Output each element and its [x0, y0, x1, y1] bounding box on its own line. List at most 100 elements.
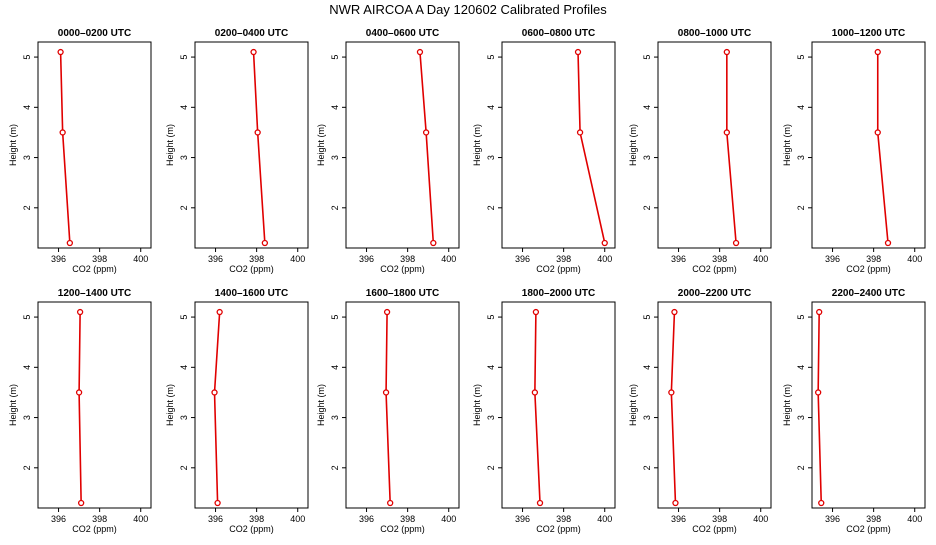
y-tick-label: 4 [22, 365, 32, 370]
y-axis-label: Height (m) [316, 124, 326, 166]
data-point [75, 389, 83, 396]
x-tick-label: 398 [400, 254, 415, 264]
x-tick-label: 400 [597, 514, 612, 524]
y-tick-label: 3 [179, 415, 189, 420]
x-tick-label: 396 [208, 254, 223, 264]
x-tick-label: 398 [866, 514, 881, 524]
profile-line [385, 312, 391, 504]
plot-frame [501, 41, 616, 249]
y-tick-label: 2 [486, 465, 496, 470]
y-axis-label: Height (m) [628, 384, 638, 426]
y-tick-label: 5 [330, 315, 340, 320]
x-tick-label: 396 [359, 514, 374, 524]
profile-line [78, 312, 82, 503]
y-tick-label: 2 [330, 465, 340, 470]
x-tick-label: 400 [907, 254, 922, 264]
x-axis-label: CO2 (ppm) [380, 264, 425, 274]
plot-frame [501, 301, 616, 509]
panel-2: 0200–0400 UTC 396 398 400 CO2 (ppm) 2 3 4 5 Heigh… [165, 28, 309, 274]
y-axis-label: Height (m) [782, 384, 792, 426]
panel-title: 0600–0800 UTC [522, 28, 595, 39]
y-axis-label: Height (m) [316, 384, 326, 426]
data-point [816, 308, 823, 316]
chart-title: NWR AIRCOA A Day 120602 Calibrated Profi… [329, 2, 607, 17]
panel-3: 0400–0600 UTC 396 398 400 CO2 (ppm) 2 3 4 5 Heigh… [316, 28, 460, 274]
y-tick-label: 5 [22, 55, 32, 60]
y-tick-label: 3 [486, 155, 496, 160]
x-tick-label: 396 [515, 514, 530, 524]
y-tick-label: 4 [642, 105, 652, 110]
profile-line [534, 312, 541, 504]
y-tick-label: 2 [330, 205, 340, 210]
x-axis-label: CO2 (ppm) [692, 264, 737, 274]
x-tick-label: 398 [712, 514, 727, 524]
data-point [532, 308, 540, 316]
y-tick-label: 3 [796, 155, 806, 160]
data-point [815, 389, 822, 396]
x-tick-label: 396 [825, 514, 840, 524]
data-point [576, 129, 584, 136]
data-point [214, 499, 221, 507]
y-axis-label: Height (m) [782, 124, 792, 166]
panel-title: 0000–0200 UTC [58, 28, 131, 39]
plot-frame [194, 301, 309, 509]
y-tick-label: 5 [179, 55, 189, 60]
panel-title: 0800–1000 UTC [678, 28, 751, 39]
y-tick-label: 5 [486, 315, 496, 320]
profile-line [577, 52, 606, 244]
x-tick-label: 398 [92, 514, 107, 524]
panel-10: 1800–2000 UTC 396 398 400 CO2 (ppm) 2 3 4 5 Heigh… [472, 288, 616, 534]
x-tick-label: 398 [866, 254, 881, 264]
data-point [531, 389, 539, 396]
profile-line [419, 51, 435, 244]
y-tick-label: 2 [486, 205, 496, 210]
y-tick-label: 4 [330, 365, 340, 370]
y-tick-label: 4 [486, 365, 496, 370]
data-point [57, 48, 64, 56]
x-axis-label: CO2 (ppm) [846, 264, 891, 274]
data-point [668, 389, 675, 396]
x-tick-label: 398 [249, 514, 264, 524]
panel-1: 0000–0200 UTC 396 398 400 CO2 (ppm) 2 3 4 5 Heigh… [8, 28, 152, 274]
data-point [383, 308, 391, 316]
x-tick-label: 400 [597, 254, 612, 264]
profile-line [670, 312, 677, 504]
y-tick-label: 2 [179, 205, 189, 210]
data-point [671, 308, 678, 316]
panel-title: 0400–0600 UTC [366, 28, 439, 39]
panel-title: 1800–2000 UTC [522, 288, 595, 299]
x-tick-label: 400 [290, 514, 305, 524]
data-point [66, 239, 73, 247]
x-tick-label: 400 [133, 514, 148, 524]
y-tick-label: 5 [22, 315, 32, 320]
panel-7: 1200–1400 UTC 396 398 400 CO2 (ppm) 2 3 4 5 Heigh… [8, 288, 152, 534]
y-tick-label: 5 [330, 55, 340, 60]
x-axis-label: CO2 (ppm) [229, 524, 274, 534]
data-point [874, 129, 881, 136]
y-tick-label: 4 [486, 105, 496, 110]
plot-frame [811, 301, 926, 509]
y-tick-label: 3 [796, 415, 806, 420]
data-point [422, 129, 430, 136]
panel-title: 0200–0400 UTC [215, 28, 288, 39]
plot-frame [345, 41, 460, 249]
y-tick-label: 3 [179, 155, 189, 160]
panel-4: 0600–0800 UTC 396 398 400 CO2 (ppm) 2 3 4 5 Heigh… [472, 28, 616, 274]
plot-frame [37, 41, 152, 249]
profile-line [59, 52, 71, 244]
data-point [874, 48, 881, 56]
y-tick-label: 5 [486, 55, 496, 60]
x-tick-label: 398 [249, 254, 264, 264]
y-axis-label: Height (m) [8, 384, 18, 426]
y-axis-label: Height (m) [8, 124, 18, 166]
y-tick-label: 5 [796, 55, 806, 60]
y-tick-label: 3 [22, 155, 32, 160]
y-tick-label: 2 [22, 465, 32, 470]
y-tick-label: 3 [642, 155, 652, 160]
y-tick-label: 4 [22, 105, 32, 110]
y-tick-label: 2 [642, 465, 652, 470]
data-point [601, 239, 608, 247]
y-tick-label: 2 [796, 465, 806, 470]
panel-12: 2200–2400 UTC 396 398 400 CO2 (ppm) 2 3 4 5 Heigh… [782, 288, 926, 534]
